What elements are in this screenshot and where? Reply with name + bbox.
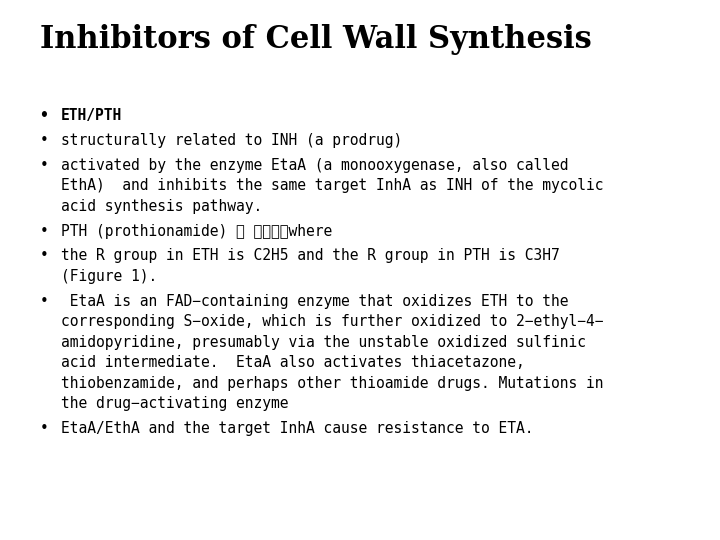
Text: •: • (40, 248, 48, 264)
Text: activated by the enzyme EtaA (a monooxygenase, also called: activated by the enzyme EtaA (a monooxyg… (61, 158, 569, 173)
Text: PTH (prothionamide) 랑 구조비슷where: PTH (prothionamide) 랑 구조비슷where (61, 224, 333, 239)
Text: •: • (40, 421, 48, 436)
Text: EtaA/EthA and the target InhA cause resistance to ETA.: EtaA/EthA and the target InhA cause resi… (61, 421, 534, 436)
Text: EthA)  and inhibits the same target InhA as INH of the mycolic: EthA) and inhibits the same target InhA … (61, 178, 603, 193)
Text: the drug−activating enzyme: the drug−activating enzyme (61, 396, 289, 411)
Text: ETH/PTH: ETH/PTH (61, 108, 122, 123)
Text: •: • (40, 108, 48, 123)
Text: EtaA is an FAD−containing enzyme that oxidizes ETH to the: EtaA is an FAD−containing enzyme that ox… (61, 294, 569, 309)
Text: •: • (40, 133, 48, 148)
Text: acid intermediate.  EtaA also activates thiacetazone,: acid intermediate. EtaA also activates t… (61, 355, 525, 370)
Text: •: • (40, 158, 48, 173)
Text: Inhibitors of Cell Wall Synthesis: Inhibitors of Cell Wall Synthesis (40, 24, 591, 55)
Text: (Figure 1).: (Figure 1). (61, 269, 158, 284)
Text: •: • (40, 294, 48, 309)
Text: structurally related to INH (a prodrug): structurally related to INH (a prodrug) (61, 133, 402, 148)
Text: thiobenzamide, and perhaps other thioamide drugs. Mutations in: thiobenzamide, and perhaps other thioami… (61, 376, 603, 391)
Text: acid synthesis pathway.: acid synthesis pathway. (61, 199, 263, 214)
Text: the R group in ETH is C2H5 and the R group in PTH is C3H7: the R group in ETH is C2H5 and the R gro… (61, 248, 560, 264)
Text: amidopyridine, presumably via the unstable oxidized sulfinic: amidopyridine, presumably via the unstab… (61, 335, 586, 350)
Text: corresponding S−oxide, which is further oxidized to 2−ethyl−4−: corresponding S−oxide, which is further … (61, 314, 603, 329)
Text: •: • (40, 224, 48, 239)
